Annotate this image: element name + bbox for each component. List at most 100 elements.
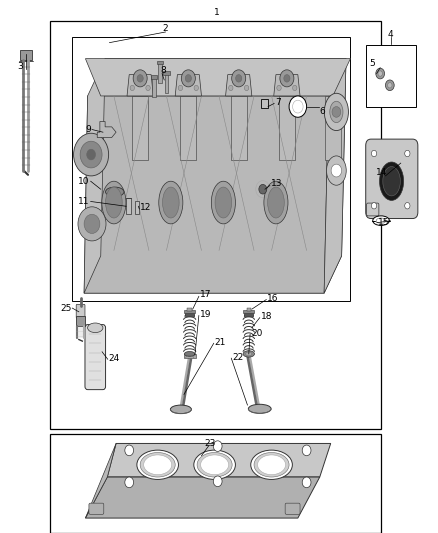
Ellipse shape — [376, 218, 386, 223]
Polygon shape — [97, 122, 116, 138]
Text: 10: 10 — [78, 177, 90, 185]
Circle shape — [371, 203, 377, 209]
Bar — [231, 96, 247, 160]
Circle shape — [125, 445, 134, 456]
Circle shape — [293, 85, 297, 91]
Text: 4: 4 — [388, 30, 393, 39]
Circle shape — [332, 107, 341, 117]
Ellipse shape — [144, 455, 172, 475]
Bar — [165, 73, 168, 93]
Bar — [180, 96, 196, 160]
Bar — [184, 354, 196, 358]
Circle shape — [284, 75, 290, 82]
Text: 20: 20 — [251, 329, 262, 337]
Bar — [325, 96, 341, 160]
Bar — [151, 75, 157, 79]
Text: 18: 18 — [261, 312, 272, 321]
Circle shape — [74, 133, 109, 176]
Circle shape — [302, 477, 311, 488]
Polygon shape — [127, 75, 153, 96]
Ellipse shape — [246, 352, 252, 356]
Ellipse shape — [330, 101, 343, 123]
Text: 22: 22 — [232, 353, 244, 361]
Text: 8: 8 — [160, 66, 166, 75]
Ellipse shape — [137, 450, 179, 480]
Circle shape — [388, 83, 392, 88]
Text: 15: 15 — [378, 219, 389, 227]
Text: 16: 16 — [267, 294, 279, 303]
Circle shape — [78, 207, 106, 241]
Circle shape — [405, 203, 410, 209]
Text: 25: 25 — [60, 304, 71, 312]
Circle shape — [181, 70, 195, 87]
Polygon shape — [85, 443, 116, 518]
Ellipse shape — [201, 455, 229, 475]
Text: 2: 2 — [163, 24, 168, 33]
Circle shape — [371, 150, 377, 157]
Bar — [247, 308, 251, 311]
Polygon shape — [84, 96, 328, 293]
Circle shape — [146, 85, 150, 91]
Text: 1: 1 — [214, 8, 220, 17]
Circle shape — [280, 70, 294, 87]
Ellipse shape — [88, 323, 103, 333]
FancyBboxPatch shape — [20, 50, 32, 60]
FancyBboxPatch shape — [285, 503, 300, 514]
Ellipse shape — [383, 166, 400, 196]
Circle shape — [259, 184, 267, 194]
Circle shape — [133, 70, 147, 87]
Ellipse shape — [264, 181, 288, 224]
Circle shape — [277, 85, 281, 91]
Circle shape — [178, 85, 183, 91]
FancyBboxPatch shape — [89, 503, 104, 514]
Circle shape — [80, 141, 102, 168]
Circle shape — [378, 71, 382, 76]
Bar — [366, 45, 416, 107]
Circle shape — [194, 85, 198, 91]
Bar — [184, 310, 195, 313]
FancyBboxPatch shape — [367, 203, 379, 216]
Bar — [132, 96, 148, 160]
Circle shape — [385, 80, 394, 91]
Ellipse shape — [251, 450, 293, 480]
Ellipse shape — [106, 187, 124, 197]
Bar — [152, 77, 156, 97]
Circle shape — [302, 445, 311, 456]
Circle shape — [185, 75, 191, 82]
FancyBboxPatch shape — [76, 304, 85, 318]
Ellipse shape — [326, 156, 346, 185]
Polygon shape — [324, 59, 346, 293]
Polygon shape — [274, 75, 300, 96]
Bar — [163, 71, 170, 75]
Ellipse shape — [162, 187, 179, 218]
Bar — [187, 308, 192, 311]
Text: 9: 9 — [85, 125, 91, 134]
Text: 5: 5 — [369, 60, 375, 68]
Ellipse shape — [211, 181, 236, 224]
Ellipse shape — [194, 450, 236, 480]
Bar — [185, 311, 194, 316]
Ellipse shape — [102, 181, 126, 224]
Text: 14: 14 — [376, 168, 388, 177]
Text: 19: 19 — [200, 310, 211, 319]
Polygon shape — [84, 256, 342, 293]
Text: 12: 12 — [140, 204, 152, 212]
Ellipse shape — [258, 455, 286, 475]
Circle shape — [213, 476, 222, 487]
Ellipse shape — [184, 352, 195, 357]
Ellipse shape — [243, 351, 254, 357]
Text: 3: 3 — [17, 62, 23, 71]
Bar — [243, 310, 254, 313]
Text: 23: 23 — [205, 439, 216, 448]
Polygon shape — [101, 59, 346, 256]
Polygon shape — [85, 59, 350, 96]
Circle shape — [331, 164, 342, 177]
Bar — [279, 96, 295, 160]
Bar — [50, 21, 381, 429]
Circle shape — [229, 85, 233, 91]
Ellipse shape — [170, 405, 191, 414]
Ellipse shape — [106, 187, 122, 218]
Text: 11: 11 — [78, 197, 90, 206]
Ellipse shape — [248, 404, 271, 414]
Polygon shape — [84, 59, 105, 293]
